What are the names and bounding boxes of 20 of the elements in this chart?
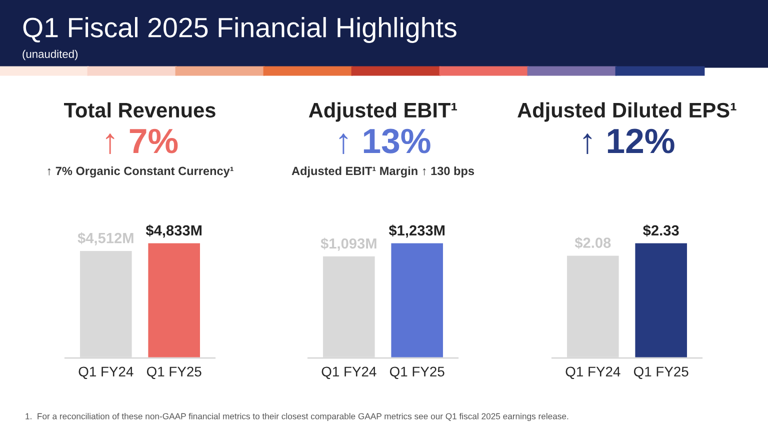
x-tick-label: Q1 FY24 bbox=[322, 366, 376, 380]
x-tick-label: Q1 FY24 bbox=[566, 366, 620, 380]
chart-subtitle: ↑ 7% bbox=[106, 128, 178, 154]
chart-subtitle: ↑ 13% bbox=[339, 128, 430, 154]
x-tick-label: Q1 FY25 bbox=[146, 366, 202, 380]
chart-title: Adjusted Diluted EPS¹ bbox=[518, 102, 736, 122]
chart-title: Adjusted EBIT¹ bbox=[308, 102, 458, 122]
x-tick-label: Q1 FY25 bbox=[390, 366, 444, 380]
text: ↑ 7% Organic Constant Currency¹ bbox=[48, 166, 234, 178]
text: Adjusted EBIT¹ Margin ↑ 130 bps bbox=[292, 166, 474, 178]
chart-subtitle: ↑ 12% bbox=[583, 128, 674, 154]
chart-title: Total Revenues bbox=[64, 102, 216, 118]
text: 1. For a reconciliation of these non-GAAP financial metrics to their closest comparable GAAP metrics see our Q1 fiscal 2025 earnings release. bbox=[26, 412, 568, 422]
data-label: $1,233M bbox=[388, 224, 444, 238]
x-tick-label: Q1 FY24 bbox=[78, 366, 134, 380]
data-label: $4,833M bbox=[146, 224, 202, 238]
x-tick-label: Q1 FY25 bbox=[634, 366, 688, 380]
data-label: $2.33 bbox=[643, 224, 679, 237]
text: Q1 Fiscal 2025 Financial Highlights bbox=[23, 17, 456, 43]
text: (unaudited) bbox=[22, 50, 78, 60]
